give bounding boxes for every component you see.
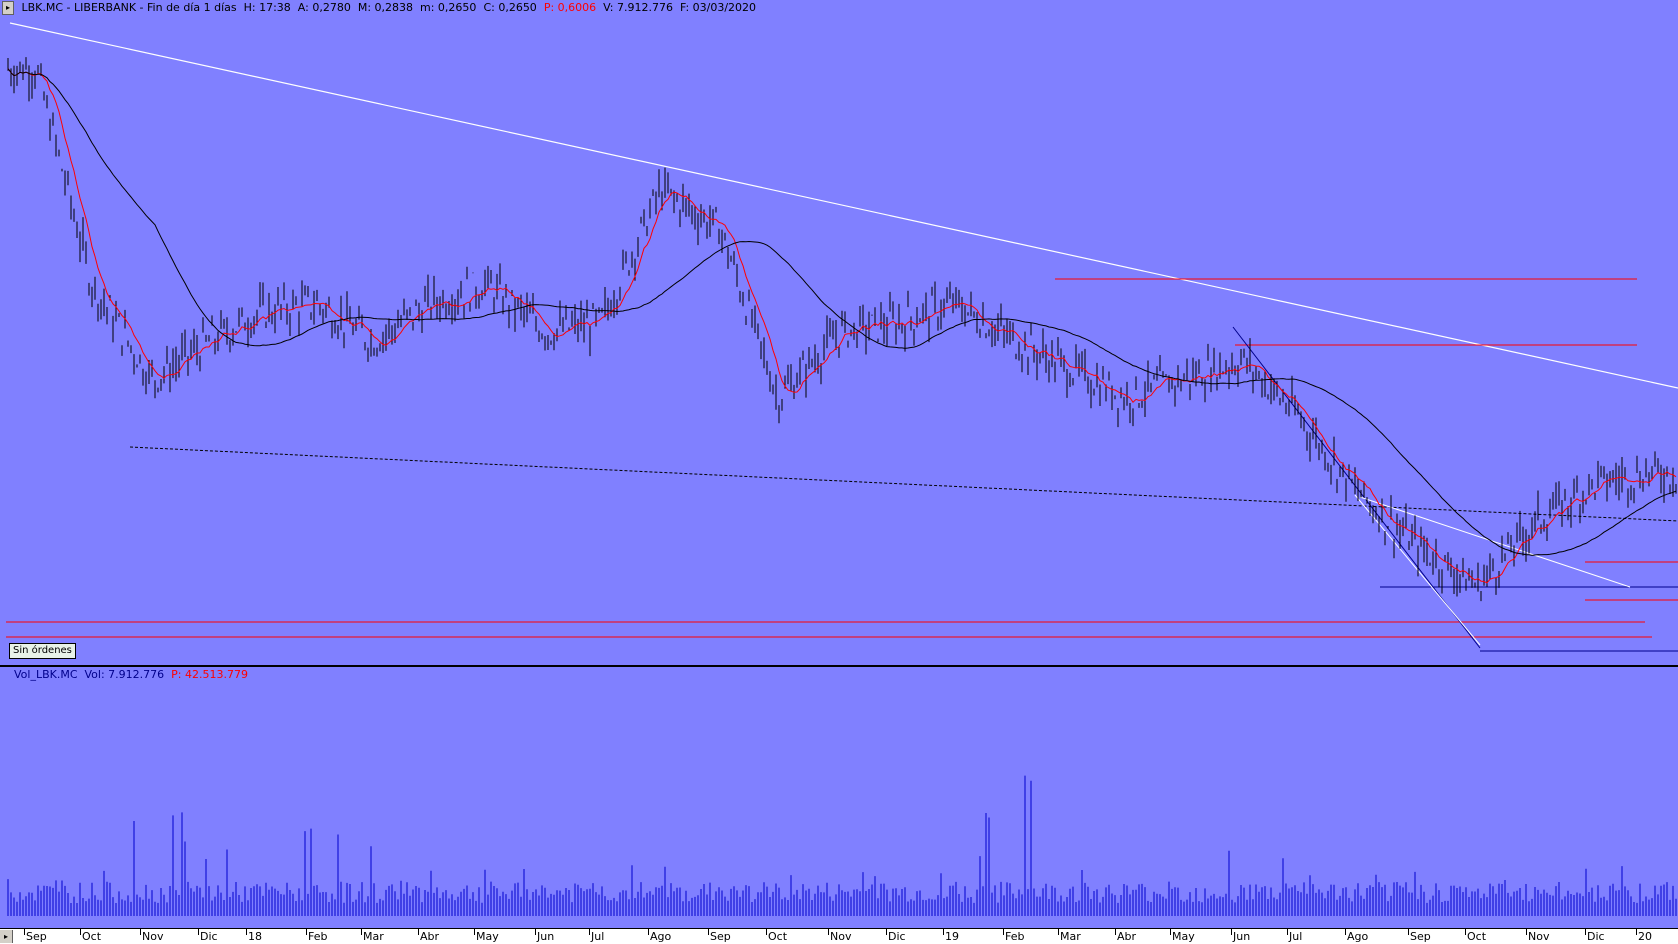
month-tick <box>24 929 25 935</box>
month-tick <box>1231 929 1232 935</box>
time-axis: ▸ Sep Oct Nov Dic 18 Feb Mar Abr May Jun Jul Ago Sep… <box>0 928 1678 944</box>
month-tick <box>943 929 944 935</box>
volume-chart[interactable] <box>0 667 1678 928</box>
candles-group <box>7 57 1677 602</box>
month-label: Dic <box>1587 930 1605 943</box>
month-label: Feb <box>308 930 328 943</box>
resistance-trendline <box>9 22 1678 389</box>
month-tick <box>418 929 419 935</box>
month-label: Nov <box>142 930 164 943</box>
month-label: Dic <box>200 930 218 943</box>
month-tick <box>1058 929 1059 935</box>
open-label: A: 0,2780 <box>297 1 351 14</box>
month-tick <box>1408 929 1409 935</box>
month-tick <box>1003 929 1004 935</box>
month-tick <box>474 929 475 935</box>
month-label: Sep <box>1410 930 1431 943</box>
month-label: May <box>1172 930 1195 943</box>
month-tick <box>1287 929 1288 935</box>
panel-divider[interactable] <box>0 665 1678 667</box>
volume-bars <box>7 775 1677 916</box>
orders-button[interactable]: Sin órdenes <box>9 643 76 659</box>
month-label: Jul <box>1289 930 1303 943</box>
month-tick <box>648 929 649 935</box>
month-tick <box>589 929 590 935</box>
month-tick <box>1636 929 1637 935</box>
month-tick <box>1115 929 1116 935</box>
month-tick <box>80 929 81 935</box>
month-tick <box>1170 929 1171 935</box>
p-label: P: 0,6006 <box>543 1 597 14</box>
month-label: Abr <box>420 930 440 943</box>
month-label: Feb <box>1005 930 1025 943</box>
month-label: Mar <box>363 930 384 943</box>
hour-label: H: 17:38 <box>243 1 291 14</box>
volume-p: P: 42.513.779 <box>171 668 248 681</box>
close-label: C: 0,2650 <box>483 1 537 14</box>
month-label: Oct <box>1467 930 1487 943</box>
month-label: Sep <box>26 930 47 943</box>
month-tick <box>535 929 536 935</box>
month-tick <box>1465 929 1466 935</box>
month-tick <box>1345 929 1346 935</box>
volume-value: Vol: 7.912.776 <box>84 668 165 681</box>
month-label: Dic <box>888 930 906 943</box>
volume-label: V: 7.912.776 <box>603 1 673 14</box>
long-moving-average <box>7 68 1677 556</box>
month-label: Oct <box>82 930 102 943</box>
month-label: Nov <box>830 930 852 943</box>
month-label: Mar <box>1060 930 1081 943</box>
month-tick <box>766 929 767 935</box>
symbol-label: LBK.MC - LIBERBANK <box>21 1 137 14</box>
axis-scroll-icon[interactable]: ▸ <box>0 930 13 943</box>
month-label: 19 <box>945 930 959 943</box>
month-label: 20 <box>1638 930 1652 943</box>
month-tick <box>1526 929 1527 935</box>
month-tick <box>708 929 709 935</box>
period-label: Fin de día 1 días <box>147 1 237 14</box>
month-label: Nov <box>1528 930 1550 943</box>
price-chart[interactable] <box>0 15 1678 665</box>
month-tick <box>828 929 829 935</box>
month-tick <box>198 929 199 935</box>
high-label: M: 0,2838 <box>357 1 414 14</box>
low-label: m: 0,2650 <box>420 1 477 14</box>
month-tick <box>306 929 307 935</box>
volume-header: Vol_LBK.MC Vol: 7.912.776 P: 42.513.779 <box>14 668 248 682</box>
volume-symbol: Vol_LBK.MC <box>14 668 78 681</box>
month-label: Ago <box>1347 930 1369 943</box>
month-label: Oct <box>768 930 788 943</box>
month-label: 18 <box>248 930 262 943</box>
month-tick <box>140 929 141 935</box>
month-label: Jun <box>1233 930 1251 943</box>
month-label: May <box>476 930 499 943</box>
month-tick <box>1585 929 1586 935</box>
short-moving-average <box>7 68 1677 584</box>
month-tick <box>246 929 247 935</box>
date-label: F: 03/03/2020 <box>679 1 757 14</box>
month-label: Sep <box>710 930 731 943</box>
window-menu-icon[interactable]: ▸ <box>2 1 14 15</box>
white-breakout-line <box>1359 496 1631 588</box>
month-tick <box>886 929 887 935</box>
month-label: Jul <box>591 930 605 943</box>
month-label: Abr <box>1117 930 1137 943</box>
month-label: Ago <box>650 930 672 943</box>
month-tick <box>361 929 362 935</box>
chart-header: ▸ LBK.MC - LIBERBANK - Fin de día 1 días… <box>0 0 1678 15</box>
month-label: Jun <box>537 930 555 943</box>
support-trendline <box>129 446 1678 522</box>
